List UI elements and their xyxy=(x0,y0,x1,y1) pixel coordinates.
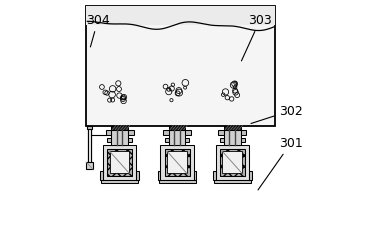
Bar xyxy=(214,180,251,183)
Bar xyxy=(107,149,132,176)
Bar xyxy=(128,130,134,135)
Bar xyxy=(86,7,275,26)
Bar xyxy=(218,130,224,135)
Bar xyxy=(220,139,224,143)
Bar xyxy=(240,139,245,143)
Text: 303: 303 xyxy=(242,14,272,62)
Bar xyxy=(100,171,103,180)
Bar xyxy=(103,145,136,180)
Bar xyxy=(169,126,185,130)
Bar xyxy=(101,180,138,183)
Bar xyxy=(157,171,161,180)
Text: 302: 302 xyxy=(251,105,303,124)
Bar xyxy=(106,130,111,135)
Bar xyxy=(107,139,111,143)
Bar xyxy=(194,171,197,180)
Bar xyxy=(224,130,240,145)
Bar xyxy=(169,130,185,145)
Bar xyxy=(164,149,190,176)
Bar xyxy=(87,126,93,129)
Bar xyxy=(185,130,191,135)
Bar xyxy=(111,130,128,145)
Bar xyxy=(86,7,275,126)
Bar xyxy=(185,139,189,143)
Bar xyxy=(215,145,249,180)
Bar xyxy=(213,171,215,180)
Bar xyxy=(222,152,242,174)
Bar xyxy=(165,139,169,143)
Bar xyxy=(249,171,252,180)
Bar xyxy=(220,149,245,176)
Bar xyxy=(86,163,93,169)
Bar xyxy=(240,130,246,135)
Bar xyxy=(224,126,240,130)
Bar xyxy=(136,171,139,180)
Bar xyxy=(128,139,132,143)
Bar xyxy=(167,152,187,174)
Bar xyxy=(159,180,195,183)
Text: 304: 304 xyxy=(86,14,110,48)
Bar xyxy=(110,152,129,174)
Bar xyxy=(161,145,194,180)
Bar xyxy=(163,130,169,135)
Text: 301: 301 xyxy=(258,137,303,190)
Bar xyxy=(111,126,128,130)
